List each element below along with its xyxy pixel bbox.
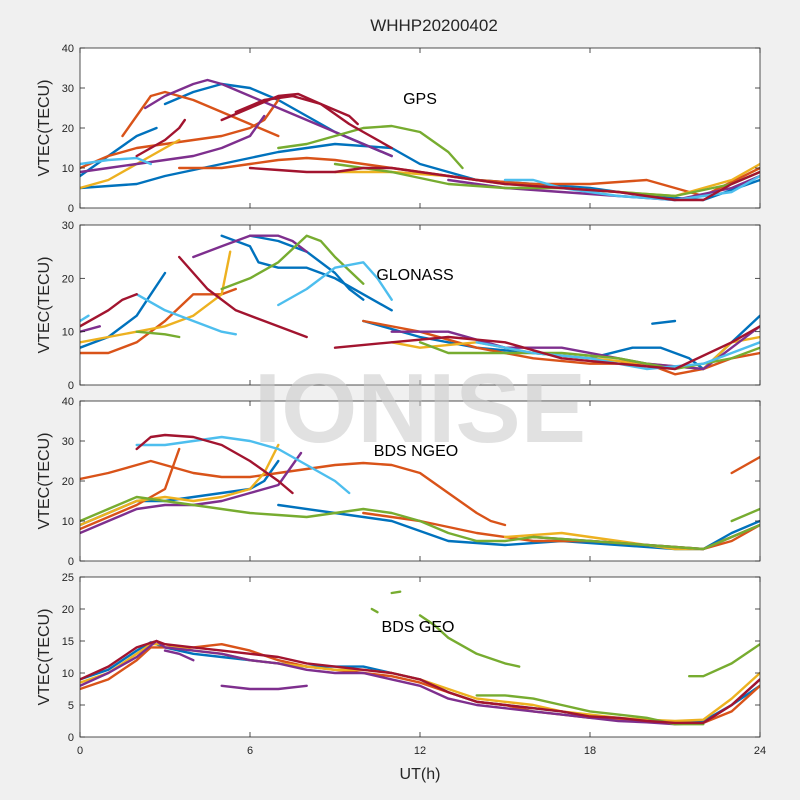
panel-2-series-line-3 [248,234,365,301]
panel-2-y-tick-label: 30 [62,220,74,232]
panel-3-series-line-3 [80,459,507,527]
panel-2-plot-area [80,225,760,385]
panel-1-y-tick-label: 0 [68,203,74,215]
panel-3-y-tick-label: 0 [68,556,74,568]
panel-2-series-line-1 [80,271,167,349]
panel-2-series-line-19 [475,341,760,371]
panel-1-series-line-18 [234,94,359,126]
panel-4-series-line-5 [220,684,308,691]
panel-4-y-tick-label: 0 [68,732,74,744]
panel-1-series-line-9 [143,78,393,158]
panel-1-y-tick-label: 30 [62,83,74,95]
panel-4: 0 5 10 15 20 25 0 6 12 18 24 VTEC(TECU) BDS GEO [36,572,766,757]
panel-3-series-line-12 [730,507,760,523]
panel-3-y-tick-label: 10 [62,516,74,528]
panel-1-series-line-4 [121,90,280,138]
panel-4-series-line-12 [80,639,760,725]
panel-1-series-line-12 [277,124,464,170]
panel-1-y-tick-label: 40 [62,43,74,55]
panel-2-series-line-13 [220,234,365,291]
panel-1-series-line-15 [503,174,760,202]
panel-4-y-axis-label: VTEC(TECU) [36,609,53,706]
panel-2-series-line-2 [220,234,393,312]
panel-4-y-tick-label: 20 [62,604,74,616]
panel-4-plot-area [80,577,760,737]
panel-3-series-line-9 [80,451,303,535]
panel-4-series-line-6 [163,649,195,662]
panel-3-series-line-6 [730,455,760,475]
panel-3: 0 10 20 30 40 VTEC(TECU) BDS NGEO [36,396,761,568]
panel-1-plot-area [80,48,760,208]
panel-1-series-line-19 [248,166,760,202]
panel-4-series-group [80,590,760,726]
panel-4-series-line-9 [390,590,402,595]
panel-4-series-line-8 [370,607,379,614]
panel-2-system-label: GLONASS [376,267,453,284]
panel-3-series-line-14 [135,433,294,495]
panel-4-series-line-11 [688,643,760,678]
panel-1-series-line-10 [80,114,266,174]
panel-4-series-line-10 [418,614,521,668]
panel-4-x-tick-label: 12 [414,745,426,757]
panel-4-system-label: BDS GEO [382,619,455,636]
panel-3-y-tick-label: 20 [62,476,74,488]
axes-layer: 0 10 20 30 40 VTEC(TECU) GPS 0 10 20 30 VTEC(TECU) G… [36,43,766,757]
panel-2-series-line-22 [333,325,760,371]
watermark: IONISE [254,353,586,463]
panel-1-y-tick-label: 10 [62,163,74,175]
panel-2-series-line-16 [80,314,90,323]
panel-2-series-line-20 [80,293,138,328]
x-axis-label: UT(h) [400,766,441,783]
panel-2-series-line-18 [277,261,393,307]
panel-2-series-line-10 [80,325,102,333]
figure-title: WHHP20200402 [370,16,498,35]
panel-1-series-line-14 [80,156,153,166]
panel-1-y-tick-label: 20 [62,123,74,135]
panel-1-series-line-16 [135,118,187,158]
panel-3-series-line-7 [80,443,280,527]
panel-4-series-line-4 [80,639,760,726]
panel-2-y-axis-label: VTEC(TECU) [36,257,53,354]
panel-1-series-line-3 [80,126,158,178]
panel-4-y-tick-label: 25 [62,572,74,584]
panel-4-x-tick-label: 24 [754,745,766,757]
panel-1-y-axis-label: VTEC(TECU) [36,80,53,177]
panel-2-series-line-15 [135,330,181,339]
panel-1-series-line-17 [220,92,393,150]
panel-2-series-group [80,234,760,376]
panel-4-y-tick-label: 10 [62,668,74,680]
panel-2-series-line-21 [177,255,308,339]
panel-4-x-tick-label: 18 [584,745,596,757]
panel-4-x-tick-label: 0 [77,745,83,757]
panel-1-system-label: GPS [403,91,437,108]
panel-2-y-tick-label: 0 [68,380,74,392]
panel-1: 0 10 20 30 40 VTEC(TECU) GPS [36,43,761,215]
panel-3-series-group [80,433,760,551]
panel-2-series-line-17 [135,293,238,336]
panel-3-y-tick-label: 30 [62,436,74,448]
panel-2-series-line-5 [651,319,677,325]
panel-3-series-line-13 [135,435,351,495]
panel-3-y-tick-label: 40 [62,396,74,408]
panel-3-y-axis-label: VTEC(TECU) [36,433,53,530]
panel-3-series-line-4 [80,447,181,531]
panel-2-series-line-11 [192,234,308,259]
panel-2: 0 10 20 30 VTEC(TECU) GLONASS [36,220,761,392]
panel-4-y-tick-label: 5 [68,700,74,712]
panel-3-system-label: BDS NGEO [374,443,458,460]
panel-2-series-line-8 [80,250,232,344]
panel-4-y-tick-label: 15 [62,636,74,648]
panel-1-series-group [80,78,760,202]
panel-2-y-tick-label: 10 [62,327,74,339]
panel-4-x-tick-label: 6 [247,745,253,757]
panel-3-series-line-11 [80,495,760,551]
panel-2-series-line-14 [418,341,760,371]
panel-2-y-tick-label: 20 [62,273,74,285]
panel-3-plot-area [80,401,760,561]
